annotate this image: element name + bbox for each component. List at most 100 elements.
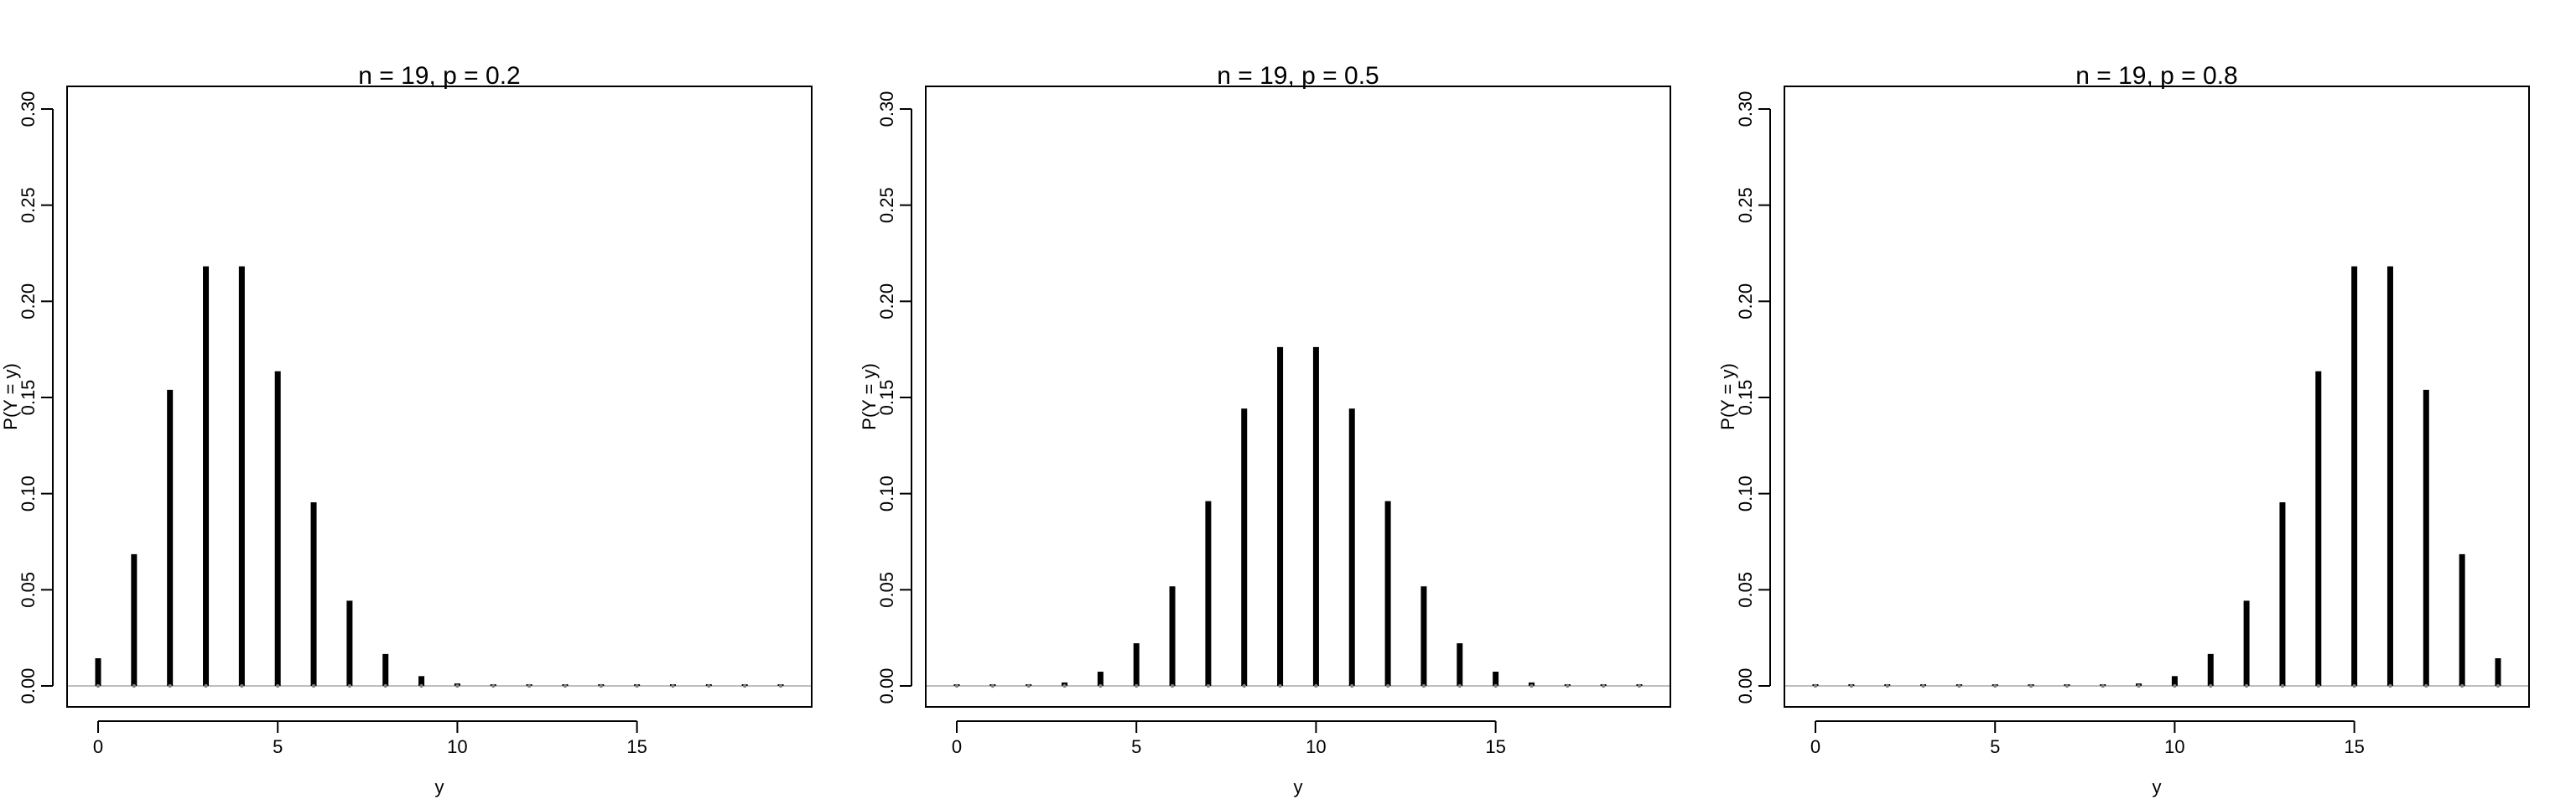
data-point	[204, 683, 208, 688]
data-point	[2244, 683, 2249, 688]
data-point	[635, 683, 639, 688]
plot-frame	[925, 86, 1671, 708]
data-point	[1457, 683, 1462, 688]
data-point	[1314, 683, 1318, 688]
data-point	[1421, 683, 1426, 688]
data-point	[311, 683, 316, 688]
y-tick-label: 0.20	[876, 283, 897, 319]
data-point	[1993, 683, 1997, 688]
y-tick-label: 0.10	[876, 475, 897, 512]
data-point	[96, 683, 101, 688]
data-point	[1242, 683, 1246, 688]
y-tick-label: 0.05	[1735, 572, 1756, 608]
y-axis-label: P(Y = y)	[859, 363, 880, 430]
chart-panel-1: n = 19, p = 0.2 0 5 10 15 0.00 0.05 0.10 0.15 0.2…	[0, 62, 813, 797]
data-point	[1170, 683, 1175, 688]
data-point	[563, 683, 568, 688]
data-point	[2209, 683, 2213, 688]
data-point	[1278, 683, 1282, 688]
data-point	[1385, 683, 1390, 688]
data-point	[2064, 683, 2070, 688]
x-tick-label: 15	[2344, 736, 2364, 757]
y-tick-label: 0.25	[18, 187, 39, 223]
chart-title: n = 19, p = 0.5	[1217, 62, 1379, 90]
data-point	[1813, 683, 1818, 688]
data-point	[132, 683, 137, 688]
y-tick-label: 0.15	[1735, 380, 1756, 416]
data-point	[527, 683, 532, 688]
data-point	[168, 683, 172, 688]
chart-panel-3: n = 19, p = 0.8 0 5 10 15 0.00 0.05 0.10 0.15 0.2…	[1717, 62, 2530, 797]
x-tick-label: 5	[273, 736, 283, 757]
data-point	[2101, 683, 2105, 688]
data-point	[990, 683, 995, 688]
y-axis-label: P(Y = y)	[1717, 363, 1738, 430]
y-tick-label: 0.20	[18, 283, 39, 319]
x-tick-label: 10	[1306, 736, 1326, 757]
data-point	[1350, 683, 1354, 688]
plot-frame	[66, 86, 813, 708]
data-point	[383, 683, 387, 688]
data-point	[2173, 683, 2177, 688]
data-point	[1849, 683, 1854, 688]
y-tick-label: 0.30	[18, 91, 39, 127]
y-tick-label: 0.10	[1735, 475, 1756, 512]
y-tick-label: 0.00	[18, 668, 39, 704]
data-point	[2459, 683, 2464, 688]
data-point	[1026, 683, 1031, 688]
data-point	[778, 683, 783, 688]
y-tick-label: 0.15	[18, 380, 39, 416]
y-tick-label: 0.25	[1735, 187, 1756, 223]
data-point	[2424, 683, 2428, 688]
data-point	[1957, 683, 1961, 688]
data-point	[599, 683, 603, 688]
y-axis-label: P(Y = y)	[0, 363, 21, 430]
y-tick-label: 0.30	[876, 91, 897, 127]
data-point	[1135, 683, 1139, 688]
data-point	[2280, 683, 2285, 688]
data-point	[1530, 683, 1534, 688]
data-point	[455, 683, 460, 688]
data-point	[347, 683, 352, 688]
x-tick-label: 0	[952, 736, 962, 757]
x-axis-label: y	[1294, 776, 1303, 797]
data-point	[1885, 683, 1889, 688]
y-tick-label: 0.25	[876, 187, 897, 223]
x-tick-label: 0	[93, 736, 103, 757]
data-point	[671, 683, 675, 688]
y-tick-label: 0.20	[1735, 283, 1756, 319]
y-tick-label: 0.00	[1735, 668, 1756, 704]
data-point	[1566, 683, 1570, 688]
data-point	[2388, 683, 2392, 688]
data-point	[1062, 683, 1067, 688]
x-tick-label: 15	[626, 736, 647, 757]
data-point	[1921, 683, 1925, 688]
data-point	[240, 683, 244, 688]
y-tick-label: 0.10	[18, 475, 39, 512]
data-point	[1601, 683, 1606, 688]
y-tick-label: 0.05	[18, 572, 39, 608]
x-tick-label: 0	[1810, 736, 1820, 757]
data-point	[2496, 683, 2501, 688]
data-point	[2137, 683, 2141, 688]
x-axis-label: y	[435, 776, 444, 797]
y-tick-label: 0.30	[1735, 91, 1756, 127]
x-tick-label: 10	[447, 736, 467, 757]
data-point	[419, 683, 423, 688]
plot-frame	[1784, 86, 2530, 708]
chart-title: n = 19, p = 0.2	[358, 62, 521, 90]
data-point	[954, 683, 959, 688]
y-tick-label: 0.15	[876, 380, 897, 416]
x-tick-label: 5	[1990, 736, 2000, 757]
data-point	[2352, 683, 2356, 688]
y-tick-label: 0.00	[876, 668, 897, 704]
data-point	[1206, 683, 1211, 688]
data-point	[491, 683, 496, 688]
data-point	[1098, 683, 1103, 688]
data-point	[2316, 683, 2320, 688]
data-point	[276, 683, 280, 688]
y-tick-label: 0.05	[876, 572, 897, 608]
x-axis-label: y	[2153, 776, 2162, 797]
x-tick-label: 15	[1485, 736, 1505, 757]
